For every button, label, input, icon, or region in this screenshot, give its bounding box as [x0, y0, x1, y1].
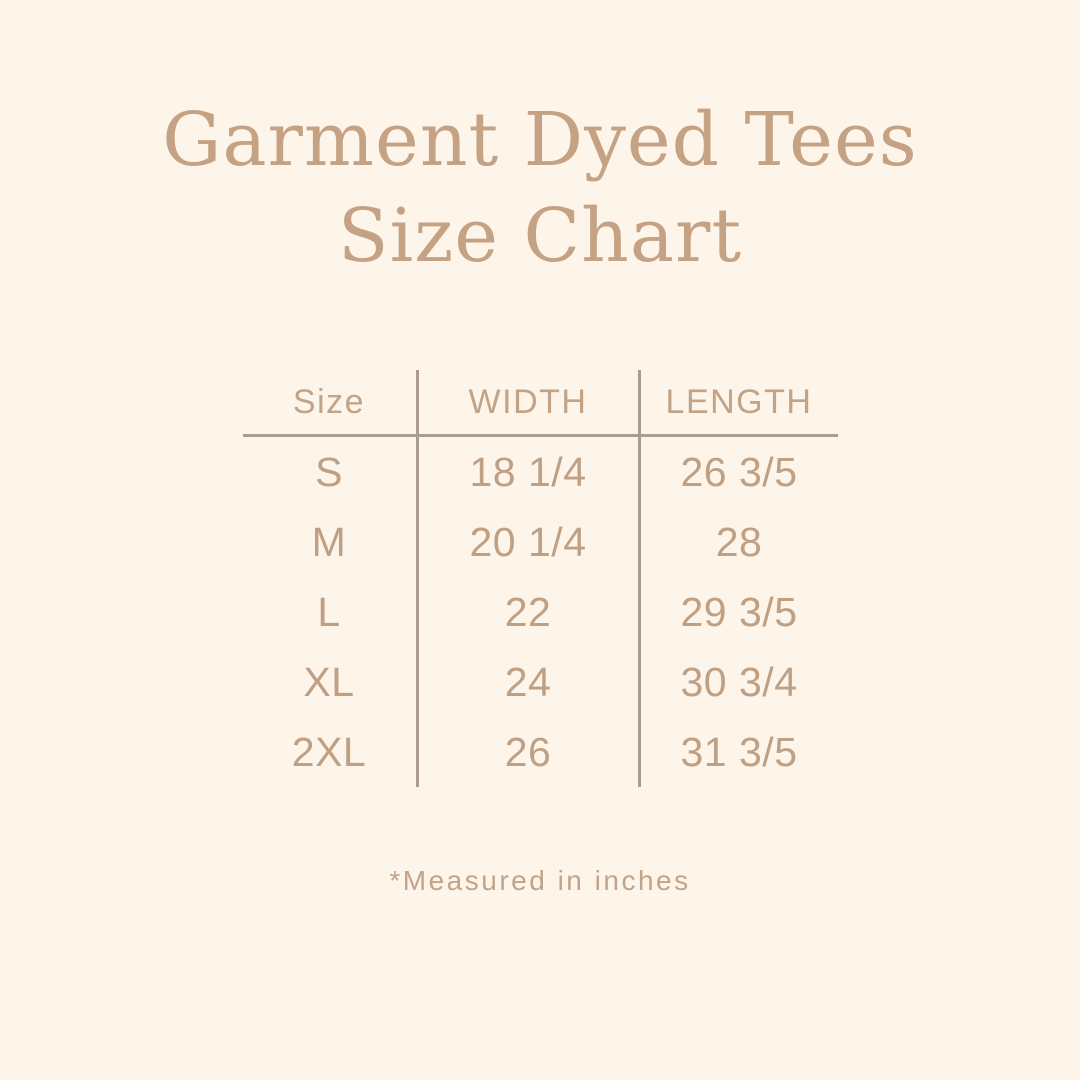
row-2xl-length-value: 31 3/5 — [637, 717, 838, 788]
row-xl-width-value: 24 — [415, 647, 638, 718]
column-header-size: Size — [242, 370, 416, 438]
row-m-width-value: 20 1/4 — [415, 507, 638, 578]
row-l-length-value: 29 3/5 — [637, 577, 838, 648]
row-m-size-label: M — [311, 518, 347, 565]
column-header-length: LENGTH — [637, 370, 838, 438]
row-xl-size-label: XL — [303, 658, 355, 705]
page-title-line1: Garment Dyed Tees — [162, 97, 918, 183]
page-title-line2: Size Chart — [337, 193, 743, 280]
row-m-length-value: 28 — [637, 507, 838, 578]
row-xl-length-value: 30 3/4 — [637, 647, 838, 718]
page-title: Garment Dyed Tees Size Chart — [162, 92, 917, 284]
row-l-size-label: L — [317, 588, 341, 635]
column-header-width: WIDTH — [415, 370, 638, 438]
row-s-width-value: 18 1/4 — [415, 437, 638, 508]
measurement-footnote: *Measured in inches — [389, 865, 691, 897]
row-s-size-label: S — [315, 448, 343, 495]
size-chart-table: Size WIDTH LENGTH S 18 1/4 26 3/5 M 20 1… — [242, 370, 838, 788]
row-2xl-width-value: 26 — [415, 717, 638, 788]
row-l-width-value: 22 — [415, 577, 638, 648]
row-2xl-size-label: 2XL — [291, 728, 367, 775]
row-s-length-value: 26 3/5 — [637, 437, 838, 508]
